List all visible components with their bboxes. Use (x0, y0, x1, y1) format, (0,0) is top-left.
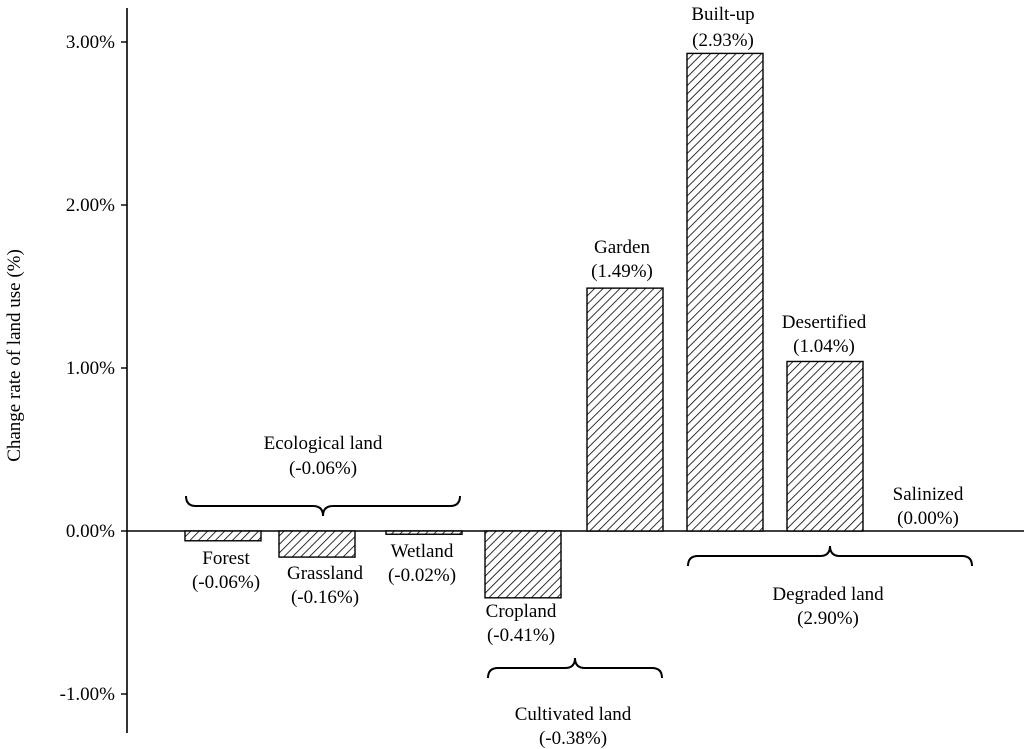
value-label-salinized: (0.00%) (897, 508, 959, 529)
category-label-grassland: Grassland (287, 563, 363, 584)
bar-desertified (786, 360, 864, 532)
group-value-ecological-land: (-0.06%) (289, 458, 357, 479)
axes: -1.00% 0.00% 1.00% 2.00% 3.00% Change rate of… (4, 8, 1024, 733)
bar-forest (184, 530, 262, 542)
bar-built-up (686, 52, 764, 532)
bar-grassland (278, 530, 356, 558)
brace-ecological-land (185, 495, 461, 517)
value-label-cropland: (-0.41%) (487, 625, 555, 646)
value-label-grassland: (-0.16%) (291, 587, 359, 608)
bar-cropland (484, 530, 562, 599)
y-tick-label: 3.00% (66, 32, 115, 53)
category-label-forest: Forest (202, 548, 250, 569)
y-tick-label: 1.00% (66, 358, 115, 379)
y-tick-label: 0.00% (66, 521, 115, 542)
y-axis-label: Change rate of land use (%) (4, 249, 25, 462)
value-label-desertified: (1.04%) (793, 336, 855, 357)
brace-degraded-land (687, 545, 973, 567)
group-value-cultivated-land: (-0.38%) (539, 728, 607, 749)
category-label-wetland: Wetland (391, 541, 454, 562)
category-label-built-up: Built-up (691, 4, 754, 25)
group-label-cultivated-land: Cultivated land (515, 704, 632, 725)
value-label-wetland: (-0.02%) (388, 565, 456, 586)
category-label-desertified: Desertified (782, 312, 867, 333)
group-value-degraded-land: (2.90%) (797, 608, 859, 629)
group-braces (185, 495, 973, 679)
category-label-salinized: Salinized (893, 484, 964, 505)
category-label-garden: Garden (594, 237, 650, 258)
labels: Forest (-0.06%) Grassland (-0.16%) Wetland (-… (192, 4, 964, 749)
group-label-ecological-land: Ecological land (264, 433, 383, 454)
bars (184, 52, 864, 599)
category-label-cropland: Cropland (486, 601, 557, 622)
value-label-garden: (1.49%) (591, 261, 653, 282)
value-label-forest: (-0.06%) (192, 572, 260, 593)
y-tick-label: 2.00% (66, 195, 115, 216)
y-tick-label: -1.00% (60, 684, 116, 705)
brace-cultivated-land (487, 657, 663, 679)
bar-garden (586, 287, 664, 532)
value-label-built-up: (2.93%) (692, 30, 754, 51)
bar-wetland (385, 530, 463, 535)
group-label-degraded-land: Degraded land (772, 584, 884, 605)
